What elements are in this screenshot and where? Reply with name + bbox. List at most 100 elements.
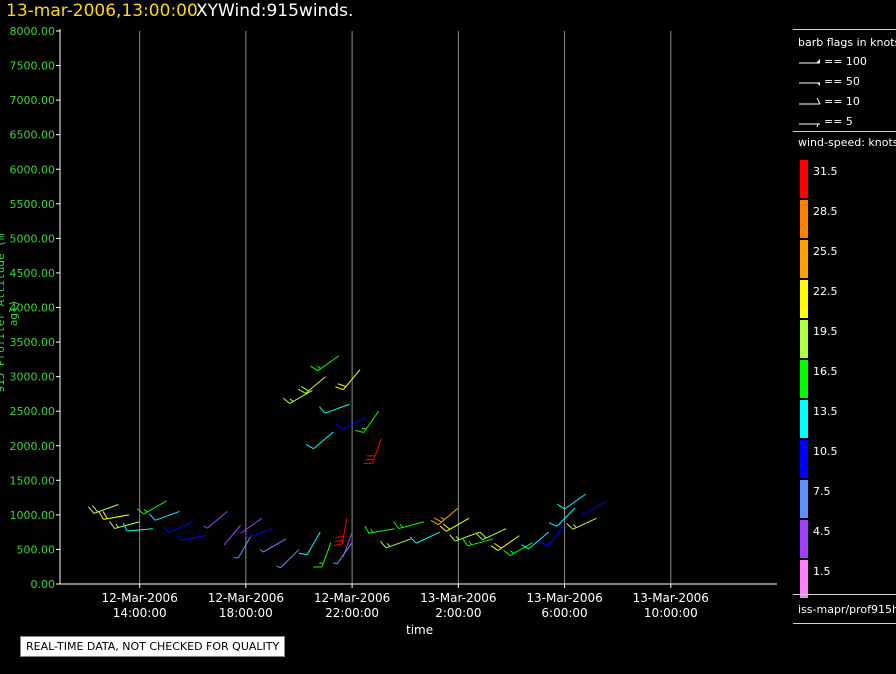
wind-barb-feather	[334, 539, 344, 543]
wind-barb-feather	[91, 505, 99, 513]
wind-barb-shaft	[247, 528, 273, 539]
y-tick-label: 3000.00	[10, 371, 56, 384]
wind-barb-shaft	[398, 521, 424, 529]
x-tick-label-date: 13-Mar-2006	[526, 591, 602, 605]
wind-barb-feather	[355, 429, 364, 433]
x-tick-label-date: 13-Mar-2006	[420, 591, 496, 605]
wind-barb-feather	[203, 525, 208, 529]
wind-barb-feather	[539, 541, 549, 546]
wind-barb-feather	[301, 386, 309, 392]
x-tick-label-time: 14:00:00	[113, 606, 167, 620]
wind-barb-shaft	[223, 524, 241, 546]
wind-barb-feather	[332, 562, 338, 565]
flag-label-50: == 50	[824, 75, 860, 88]
data-source-path: iss-mapr/prof915h	[798, 603, 896, 616]
y-tick-label: 1000.00	[10, 509, 56, 522]
wind-barb-shaft	[103, 514, 130, 520]
wind-barb-shaft	[547, 524, 565, 546]
wind-speed-swatch	[800, 320, 808, 358]
wind-speed-swatch	[800, 560, 808, 598]
y-tick-label: 2500.00	[10, 405, 56, 418]
wind-speed-swatch	[800, 480, 808, 518]
wind-barb-shaft	[321, 542, 332, 568]
wind-speed-label: 19.5	[813, 325, 838, 338]
wind-barb-shaft	[240, 517, 263, 534]
wind-barb-feather	[462, 538, 469, 547]
wind-barb-feather	[298, 552, 308, 556]
wind-barb-feather	[310, 365, 318, 372]
wind-barb-feather	[297, 388, 306, 394]
wind-barb-shaft	[143, 500, 167, 515]
x-tick-label-date: 12-Mar-2006	[208, 591, 284, 605]
y-tick-label: 4000.00	[10, 302, 56, 315]
wind-barb-shaft	[467, 538, 493, 547]
wind-speed-label: 31.5	[813, 165, 838, 178]
legend-panel: barb flags in knots == 100 == 50 == 10 =…	[793, 29, 896, 625]
wind-speed-label: 22.5	[813, 285, 838, 298]
wind-barb-shaft	[154, 510, 180, 521]
wind-barb-feather	[479, 531, 487, 539]
wind-barb-feather	[433, 517, 442, 523]
wind-barb-feather	[380, 541, 387, 549]
wind-speed-swatch	[800, 440, 808, 478]
wind-barb-shaft	[114, 521, 140, 529]
wind-barb-shaft	[341, 518, 348, 545]
barb-50-icon	[799, 82, 820, 86]
wind-barb-shaft	[528, 531, 549, 550]
x-tick-label-time: 18:00:00	[219, 606, 273, 620]
wind-barb-shaft	[584, 500, 608, 515]
wind-barb-shaft	[306, 531, 321, 555]
y-tick-label: 8000.00	[10, 25, 56, 38]
wind-barb-feather	[136, 508, 145, 515]
wind-barb-feather	[409, 536, 417, 544]
wind-barb-feather	[580, 510, 585, 515]
wind-barb-feather	[335, 422, 343, 430]
y-tick-label: 500.00	[17, 543, 56, 556]
wind-barb-feather	[399, 523, 403, 528]
wind-barb-feather	[333, 543, 343, 546]
wind-barb-shaft	[341, 417, 366, 430]
y-tick-label: 7000.00	[10, 94, 56, 107]
wind-barb-shaft	[237, 535, 252, 559]
wind-barb-shaft	[415, 531, 440, 544]
wind-barb-feather	[361, 427, 367, 430]
wind-barb-feather	[490, 545, 499, 551]
x-tick-label-time: 10:00:00	[644, 606, 698, 620]
wind-barb-feather	[115, 523, 119, 528]
wind-barb-feather	[455, 536, 460, 541]
barb-10-icon	[799, 97, 821, 105]
wind-barb-feather	[439, 525, 447, 532]
y-tick-label: 7500.00	[10, 60, 56, 73]
wind-speed-title: wind-speed: knots	[798, 136, 896, 149]
x-tick-label-time: 2:00:00	[435, 606, 481, 620]
wind-barb-shaft	[556, 507, 576, 527]
y-tick-label: 5000.00	[10, 232, 56, 245]
y-tick-label: 6000.00	[10, 163, 56, 176]
wind-barb-shaft	[93, 504, 119, 514]
barb-100-icon	[799, 59, 820, 64]
x-axis-label: time	[406, 623, 434, 637]
wind-barb-shaft	[482, 528, 507, 541]
wind-barb-feather	[88, 506, 95, 514]
wind-barb-feather	[566, 522, 574, 530]
y-tick-label: 1500.00	[10, 474, 56, 487]
wind-barb-feather	[335, 535, 344, 539]
wind-barb-feather	[364, 525, 370, 534]
wind-barb-shaft	[385, 538, 411, 549]
wind-barb-shaft	[438, 507, 459, 526]
wind-barb-shaft	[317, 355, 340, 372]
wind-barb-feather	[162, 526, 170, 534]
wind-barb-shaft	[572, 517, 597, 530]
wind-barb-shaft	[313, 431, 334, 450]
wind-barb-feather	[521, 544, 529, 550]
wind-speed-label: 25.5	[813, 245, 838, 258]
wind-barb-feather	[573, 524, 577, 528]
wind-speed-label: 7.5	[813, 485, 831, 498]
wind-barb-shaft	[497, 535, 520, 551]
barb-flags-title: barb flags in knots	[798, 36, 896, 49]
wind-speed-label: 1.5	[813, 565, 831, 578]
wind-barb-shaft	[446, 517, 470, 532]
x-tick-label-date: 12-Mar-2006	[314, 591, 390, 605]
wind-speed-swatch	[800, 360, 808, 398]
wind-barb-shaft	[342, 369, 361, 390]
